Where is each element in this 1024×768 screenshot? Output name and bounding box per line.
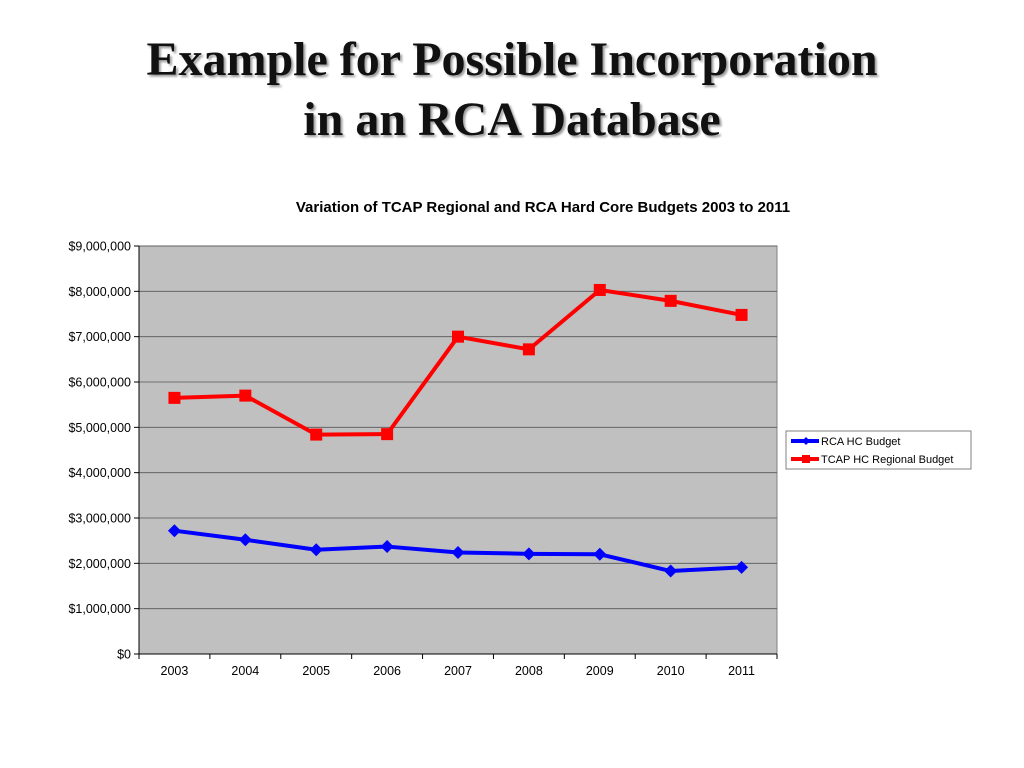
axes: $0 $1,000,000 $2,000,000 $3,000,000 $4,000,0… (68, 240, 778, 678)
legend-marker-tcap-hc-regional-budget (802, 455, 810, 463)
series-rca-hc-budget (167, 524, 749, 578)
y-tick-label: $9,000,000 (68, 240, 131, 254)
chart-title: Variation of TCAP Regional and RCA Hard … (296, 199, 790, 216)
y-tick-label: $8,000,000 (68, 285, 131, 299)
data-point-rca-hc-budget (380, 540, 394, 554)
plot-area (138, 245, 778, 655)
slide-title: Example for Possible Incorporation in an… (0, 30, 1024, 150)
data-point-rca-hc-budget (664, 564, 678, 578)
x-tick-label: 2006 (373, 664, 401, 678)
slide-title-line-2: in an RCA Database (303, 93, 721, 146)
y-tick-label: $5,000,000 (68, 421, 131, 435)
data-point-tcap-hc-regional-budget (168, 391, 181, 404)
data-point-rca-hc-budget (522, 547, 536, 561)
data-point-rca-hc-budget (238, 533, 252, 547)
y-tick-label: $6,000,000 (68, 376, 131, 390)
legend: RCA HC Budget TCAP HC Regional Budget (785, 430, 972, 470)
data-point-rca-hc-budget (735, 560, 749, 574)
y-tick-label: $4,000,000 (68, 466, 131, 480)
data-point-tcap-hc-regional-budget (735, 308, 748, 321)
x-tick-label: 2010 (657, 664, 685, 678)
y-tick-label: $2,000,000 (68, 557, 131, 571)
data-point-tcap-hc-regional-budget (522, 343, 535, 356)
y-tick-label: $0 (117, 648, 131, 662)
x-tick-label: 2003 (161, 664, 189, 678)
data-point-rca-hc-budget (593, 547, 607, 561)
legend-box (785, 430, 972, 470)
x-tick-label: 2008 (515, 664, 543, 678)
y-tick-label: $1,000,000 (68, 602, 131, 616)
slide-title-line-1: Example for Possible Incorporation (146, 33, 878, 86)
x-tick-label: 2004 (231, 664, 259, 678)
data-point-tcap-hc-regional-budget (310, 428, 323, 441)
x-tick-label: 2007 (444, 664, 472, 678)
data-point-tcap-hc-regional-budget (452, 330, 464, 343)
x-tick-label: 2005 (302, 664, 330, 678)
legend-marker-rca-hc-budget (802, 437, 810, 445)
data-point-tcap-hc-regional-budget (239, 389, 252, 402)
data-point-tcap-hc-regional-budget (381, 428, 394, 441)
y-tick-label: $3,000,000 (68, 512, 131, 526)
data-point-rca-hc-budget (309, 543, 323, 557)
data-point-rca-hc-budget (167, 524, 181, 538)
data-point-rca-hc-budget (451, 545, 465, 559)
plot-background (138, 245, 778, 655)
y-tick-label: $7,000,000 (68, 330, 131, 344)
x-tick-label: 2011 (728, 664, 755, 678)
legend-label-tcap-hc-regional-budget: TCAP HC Regional Budget (821, 454, 953, 466)
legend-label-rca-hc-budget: RCA HC Budget (821, 436, 900, 448)
data-point-tcap-hc-regional-budget (664, 294, 677, 307)
x-tick-label: 2009 (586, 664, 614, 678)
data-point-tcap-hc-regional-budget (593, 283, 606, 296)
series-group (167, 283, 749, 578)
series-tcap-hc-regional-budget (168, 283, 748, 441)
